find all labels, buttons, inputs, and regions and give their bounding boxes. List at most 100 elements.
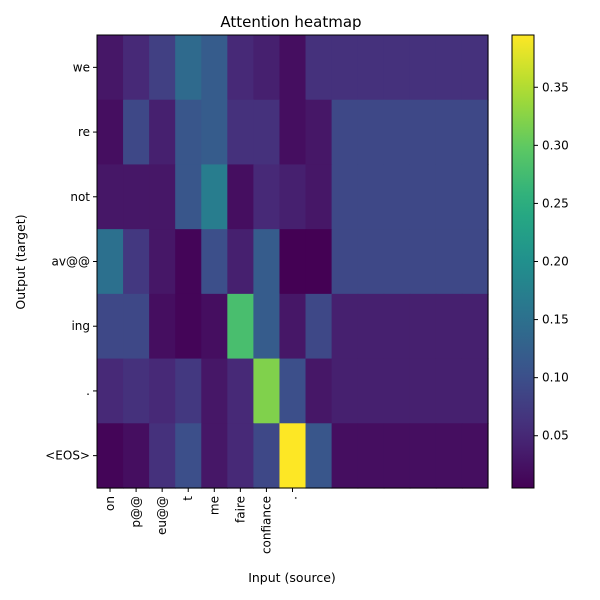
colorbar-tick-label: 0.25 [542, 196, 569, 210]
heatmap-cell [175, 229, 202, 295]
heatmap-cell [461, 164, 489, 230]
heatmap-cell [123, 99, 150, 166]
colorbar-tick-label: 0.10 [542, 371, 569, 385]
heatmap-cell [435, 164, 463, 230]
heatmap-cell [253, 35, 281, 101]
heatmap-cell [435, 358, 463, 424]
heatmap-cell [383, 293, 411, 360]
heatmap-cell [123, 164, 150, 230]
heatmap-cell [123, 358, 150, 424]
heatmap-cell [435, 99, 463, 166]
colorbar-tick-label: 0.15 [542, 313, 569, 327]
heatmap-cell [409, 99, 437, 166]
heatmap-cell [383, 35, 411, 101]
x-axis-ticks: on p@@ eu@@ t me faire confiance. [103, 488, 300, 554]
heatmap-cell [357, 35, 385, 101]
heatmap-cell [97, 293, 124, 360]
heatmap-cell [227, 35, 254, 101]
x-axis-title: Input (source) [248, 570, 336, 585]
heatmap-cell [305, 229, 333, 295]
heatmap-cell [227, 293, 254, 360]
x-tick-label: . [286, 496, 300, 500]
heatmap-cell [253, 358, 281, 424]
heatmap-cell [461, 423, 489, 489]
heatmap-cell [175, 35, 202, 101]
colorbar [511, 34, 535, 489]
x-tick-label: confiance [259, 496, 273, 554]
x-tick-label: me [207, 496, 221, 515]
heatmap-cell [279, 358, 307, 424]
y-tick-label: ing [71, 319, 90, 333]
heatmap-cell [305, 99, 333, 166]
heatmap-cell [175, 99, 202, 166]
y-tick-label: we [73, 60, 90, 74]
heatmap-cell [97, 358, 124, 424]
heatmap-cell [357, 358, 385, 424]
heatmap-cell [357, 229, 385, 295]
heatmap-cell [201, 164, 228, 230]
heatmap-cell [253, 293, 281, 360]
heatmap-cell [97, 35, 124, 101]
y-tick-label: <EOS> [45, 449, 90, 463]
heatmap-cell [435, 35, 463, 101]
heatmap-cell [461, 358, 489, 424]
heatmap-cell [227, 99, 254, 166]
heatmap-cell [435, 229, 463, 295]
heatmap-cell [357, 99, 385, 166]
heatmap-cell [97, 164, 124, 230]
heatmap-cell [201, 35, 228, 101]
heatmap-cell [461, 229, 489, 295]
heatmap-cell [149, 358, 176, 424]
x-tick-label: t [181, 496, 195, 501]
heatmap-cell [201, 358, 228, 424]
heatmap-cell [331, 293, 359, 360]
heatmap-cell [435, 423, 463, 489]
heatmap-cell [461, 35, 489, 101]
x-tick-label: p@@ [129, 496, 143, 528]
heatmap-cell [97, 423, 124, 489]
heatmap-cell [253, 99, 281, 166]
heatmap-cell [123, 423, 150, 489]
heatmap-cell [383, 423, 411, 489]
heatmap-cell [305, 423, 333, 489]
heatmap-cell [175, 164, 202, 230]
heatmap-cell [175, 293, 202, 360]
heatmap-cell [409, 229, 437, 295]
y-tick-label: av@@ [52, 255, 90, 269]
heatmap-cell [461, 293, 489, 360]
heatmap-cell [201, 99, 228, 166]
heatmap-cell [227, 423, 254, 489]
colorbar-tick-label: 0.20 [542, 255, 569, 269]
heatmap-cell [409, 293, 437, 360]
heatmap-cell [331, 99, 359, 166]
heatmap-cell [331, 164, 359, 230]
y-axis-title: Output (target) [13, 214, 28, 309]
heatmap-cell [409, 423, 437, 489]
heatmap-cell [357, 293, 385, 360]
y-tick-label: . [86, 384, 90, 398]
heatmap-cell [409, 35, 437, 101]
heatmap-cell [331, 229, 359, 295]
colorbar-ticks: 0.05 0.10 0.15 0.20 0.25 0.30 0.35 [534, 80, 569, 443]
heatmap-cell [461, 99, 489, 166]
heatmap-cell [175, 423, 202, 489]
heatmap-cell [253, 423, 281, 489]
heatmap-cell [253, 164, 281, 230]
heatmap-cell [227, 164, 254, 230]
x-tick-label: on [103, 496, 117, 511]
heatmap-cell [149, 293, 176, 360]
heatmap-cell [305, 293, 333, 360]
heatmap-cell [123, 293, 150, 360]
colorbar-tick-label: 0.35 [542, 80, 569, 94]
heatmap-cell [227, 229, 254, 295]
heatmap-cell [279, 423, 307, 489]
heatmap-cell [97, 99, 124, 166]
heatmap-cell [357, 164, 385, 230]
x-tick-label: faire [233, 496, 247, 523]
heatmap-cell [331, 35, 359, 101]
y-axis-ticks: we re not av@@ ing. <EOS> [45, 60, 97, 463]
colorbar-tick-label: 0.05 [542, 429, 569, 443]
y-tick-label: not [70, 190, 90, 204]
heatmap-cell [149, 164, 176, 230]
